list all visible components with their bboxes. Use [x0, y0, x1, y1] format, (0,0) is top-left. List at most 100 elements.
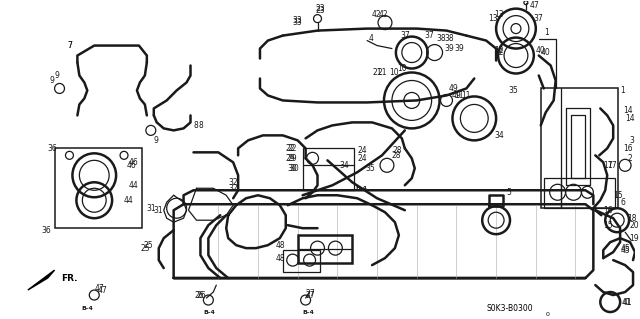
- Text: 0: 0: [546, 312, 550, 316]
- Text: 25: 25: [144, 241, 154, 250]
- Text: 19: 19: [629, 234, 639, 243]
- Text: 28: 28: [392, 151, 401, 160]
- Text: 47: 47: [97, 286, 107, 294]
- Bar: [544, 178, 615, 208]
- Text: 14: 14: [623, 106, 633, 115]
- Text: 48: 48: [276, 241, 285, 250]
- Text: 21: 21: [377, 68, 387, 77]
- Text: B-4: B-4: [204, 309, 215, 315]
- Text: 6: 6: [620, 198, 625, 207]
- Text: 45: 45: [620, 244, 630, 253]
- Text: 33: 33: [292, 18, 303, 27]
- Text: 39: 39: [445, 44, 454, 53]
- Text: 1: 1: [544, 28, 548, 37]
- Text: 23: 23: [316, 4, 325, 13]
- Text: 37: 37: [534, 14, 543, 23]
- Text: 26: 26: [196, 291, 206, 300]
- Text: 7: 7: [67, 41, 72, 50]
- Text: 38: 38: [445, 34, 454, 43]
- Text: 1: 1: [620, 86, 625, 95]
- Text: 31: 31: [154, 206, 163, 215]
- Text: 37: 37: [425, 31, 435, 40]
- Text: 12: 12: [494, 48, 504, 57]
- Text: 39: 39: [454, 44, 464, 53]
- Text: 10: 10: [397, 64, 406, 73]
- Text: 3: 3: [629, 136, 634, 145]
- Text: 34: 34: [339, 161, 349, 170]
- Text: 34: 34: [494, 131, 504, 140]
- Text: 18: 18: [627, 214, 637, 223]
- Text: 48: 48: [276, 254, 285, 263]
- Text: FR.: FR.: [61, 274, 78, 283]
- Text: 17: 17: [607, 161, 617, 170]
- Text: 16: 16: [604, 206, 613, 215]
- Text: 27: 27: [306, 291, 316, 300]
- Text: 29: 29: [286, 154, 296, 163]
- Text: 15: 15: [604, 221, 613, 230]
- Text: 44: 44: [129, 181, 139, 190]
- Text: 32: 32: [228, 184, 238, 193]
- Text: 15: 15: [613, 191, 623, 200]
- Text: 30: 30: [290, 164, 300, 173]
- Text: 44: 44: [124, 196, 134, 205]
- Text: 49: 49: [451, 91, 461, 100]
- Text: 16: 16: [623, 144, 633, 153]
- Text: 33: 33: [292, 16, 303, 25]
- Text: 47: 47: [530, 1, 540, 10]
- Polygon shape: [28, 270, 54, 290]
- Text: 40: 40: [536, 46, 545, 55]
- Text: 20: 20: [629, 221, 639, 230]
- Text: 17: 17: [604, 161, 613, 170]
- Text: 22: 22: [286, 144, 295, 153]
- Text: 25: 25: [141, 244, 150, 253]
- Text: 13: 13: [494, 10, 504, 19]
- Text: 26: 26: [195, 291, 204, 300]
- Text: B-4: B-4: [355, 186, 367, 191]
- Text: 29: 29: [288, 154, 298, 163]
- Bar: [298, 235, 352, 263]
- Text: 24: 24: [357, 146, 367, 155]
- Text: 41: 41: [621, 298, 631, 307]
- Text: 8: 8: [198, 121, 203, 130]
- Text: 32: 32: [228, 178, 238, 187]
- Text: 37: 37: [401, 31, 411, 40]
- Text: 45: 45: [620, 246, 630, 255]
- Text: 35: 35: [365, 164, 375, 173]
- Text: 9: 9: [154, 136, 159, 145]
- Text: 21: 21: [372, 68, 381, 77]
- Text: B-4: B-4: [81, 306, 93, 310]
- Text: 12: 12: [494, 46, 504, 55]
- Text: 11: 11: [454, 91, 464, 100]
- Text: 40: 40: [541, 48, 550, 57]
- Bar: [54, 148, 142, 228]
- Bar: [541, 88, 618, 208]
- Bar: [303, 148, 354, 190]
- Text: 23: 23: [316, 6, 325, 15]
- Text: 7: 7: [67, 41, 72, 50]
- Text: 42: 42: [372, 10, 381, 19]
- Text: 35: 35: [508, 86, 518, 95]
- Text: S0K3-B0300: S0K3-B0300: [486, 303, 533, 313]
- Text: 8: 8: [193, 121, 198, 130]
- Text: 42: 42: [379, 10, 388, 19]
- Text: 2: 2: [627, 154, 632, 163]
- Text: 27: 27: [306, 289, 316, 298]
- Bar: [283, 250, 321, 272]
- Text: 10: 10: [389, 68, 399, 77]
- Text: 24: 24: [357, 154, 367, 163]
- Text: 4: 4: [369, 34, 374, 43]
- Text: 9: 9: [54, 71, 60, 80]
- Text: 49: 49: [449, 84, 458, 93]
- Text: 47: 47: [94, 284, 104, 293]
- Text: 28: 28: [393, 146, 403, 155]
- Text: 9: 9: [50, 76, 54, 85]
- Text: 36: 36: [42, 226, 51, 235]
- Text: 38: 38: [436, 34, 446, 43]
- Text: 36: 36: [47, 144, 58, 153]
- Text: 14: 14: [625, 114, 635, 123]
- Text: 46: 46: [129, 158, 139, 167]
- Text: 30: 30: [288, 164, 298, 173]
- Text: 41: 41: [623, 298, 633, 307]
- Text: 5: 5: [506, 188, 511, 197]
- Text: 11: 11: [461, 91, 471, 100]
